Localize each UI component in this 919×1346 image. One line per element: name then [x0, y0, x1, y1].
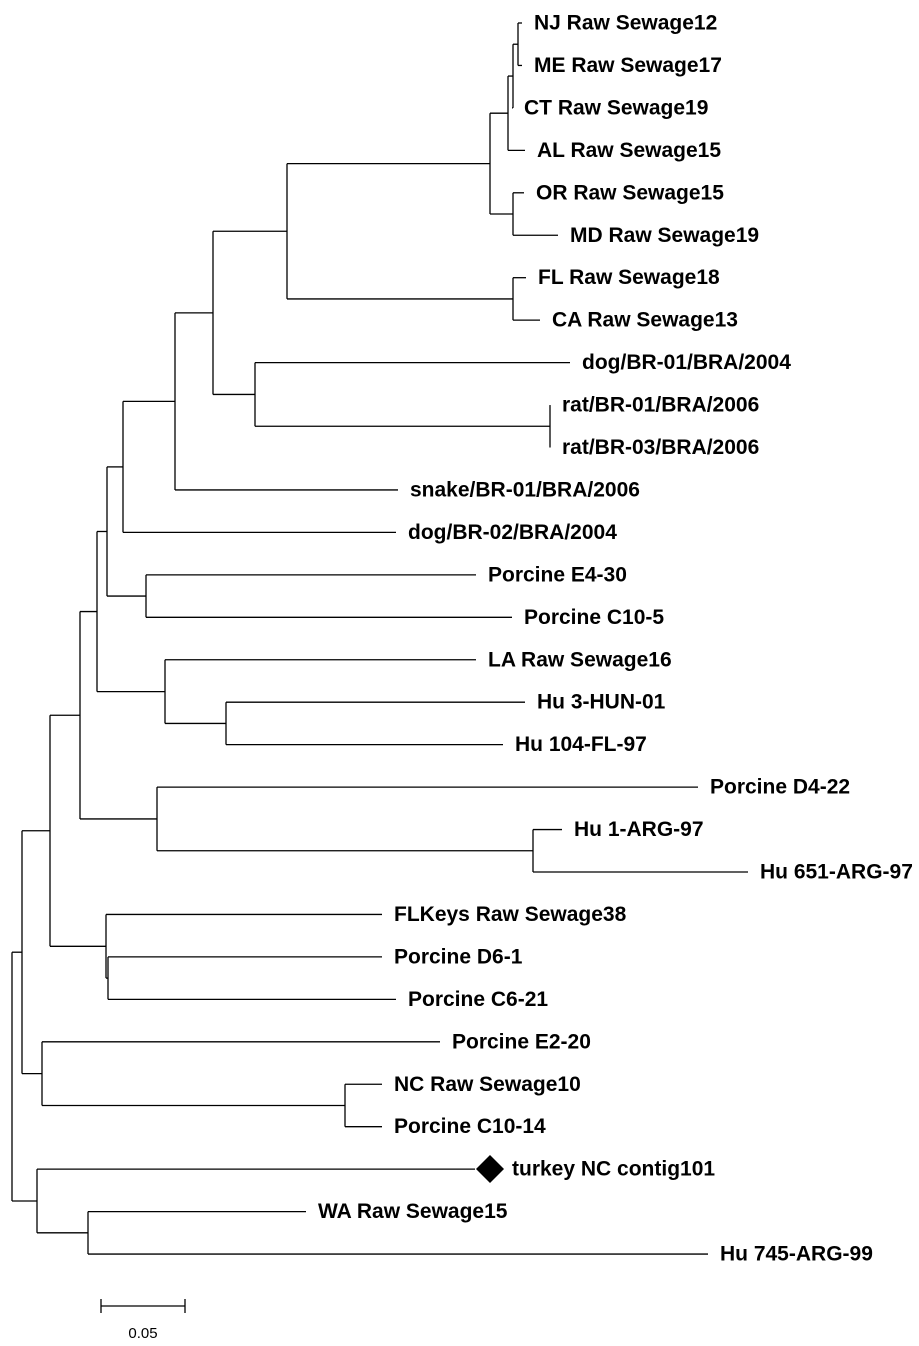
leaf-label: Hu 745-ARG-99 [720, 1243, 873, 1266]
leaf-label: dog/BR-02/BRA/2004 [408, 521, 617, 544]
leaf-label: OR Raw Sewage15 [536, 181, 724, 204]
leaf-label: Hu 104-FL-97 [515, 733, 647, 756]
leaf-label: Porcine C10-5 [524, 606, 664, 629]
leaf-label: Porcine D6-1 [394, 945, 523, 968]
leaf-label: Hu 3-HUN-01 [537, 691, 666, 714]
leaf-label: FL Raw Sewage18 [538, 266, 720, 289]
leaf-label: Porcine C6-21 [408, 988, 548, 1011]
leaf-label: MD Raw Sewage19 [570, 224, 759, 247]
leaf-label: Porcine C10-14 [394, 1115, 546, 1138]
leaf-label: Porcine E4-30 [488, 563, 627, 586]
leaf-label: FLKeys Raw Sewage38 [394, 903, 627, 926]
leaf-label: NJ Raw Sewage12 [534, 12, 717, 35]
marker-diamond [476, 1155, 504, 1183]
leaf-label: Porcine D4-22 [710, 776, 850, 799]
leaf-label: Hu 1-ARG-97 [574, 818, 704, 841]
leaf-label: snake/BR-01/BRA/2006 [410, 478, 640, 501]
leaf-label: CT Raw Sewage19 [524, 96, 708, 119]
leaf-label: AL Raw Sewage15 [537, 139, 721, 162]
leaf-label: NC Raw Sewage10 [394, 1073, 581, 1096]
leaf-label: ME Raw Sewage17 [534, 54, 722, 77]
leaf-label: Porcine E2-20 [452, 1030, 591, 1053]
leaf-label: WA Raw Sewage15 [318, 1200, 508, 1223]
leaf-label: LA Raw Sewage16 [488, 648, 672, 671]
leaf-label: rat/BR-03/BRA/2006 [562, 436, 759, 459]
leaf-label: dog/BR-01/BRA/2004 [582, 351, 791, 374]
leaf-label: turkey NC contig101 [512, 1158, 715, 1181]
leaf-label: rat/BR-01/BRA/2006 [562, 394, 759, 417]
leaf-label: CA Raw Sewage13 [552, 309, 738, 332]
leaf-label: Hu 651-ARG-97 [760, 861, 913, 884]
scale-bar-label: 0.05 [128, 1325, 157, 1342]
